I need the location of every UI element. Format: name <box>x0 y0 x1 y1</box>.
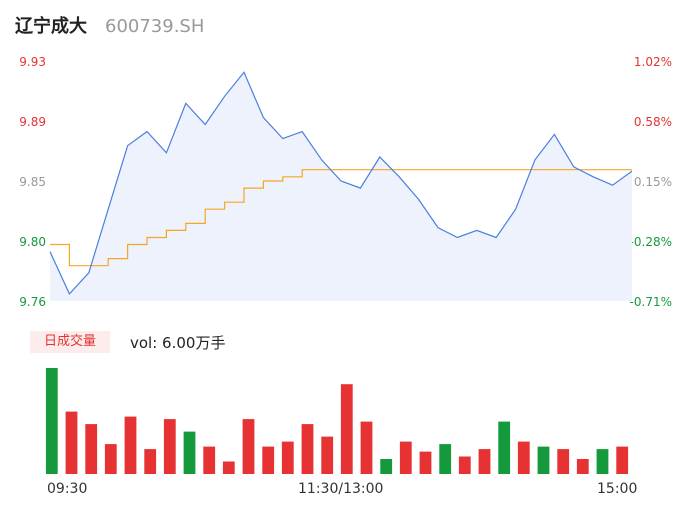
volume-bar <box>458 456 471 474</box>
price-tick: 9.76 <box>19 295 46 309</box>
time-tick-close: 15:00 <box>597 481 638 497</box>
volume-bar <box>478 449 491 474</box>
volume-bar <box>557 449 570 474</box>
time-tick-midday: 11:30/13:00 <box>298 481 384 497</box>
volume-bar <box>124 416 137 474</box>
volume-bar <box>498 421 511 474</box>
stock-code: 600739.SH <box>105 16 205 37</box>
volume-bar <box>163 419 176 474</box>
volume-bar <box>321 436 334 474</box>
volume-bar <box>537 446 550 474</box>
volume-bar <box>222 461 235 474</box>
volume-bar <box>340 384 353 474</box>
volume-bar <box>419 451 432 474</box>
price-tick: 9.85 <box>19 175 46 189</box>
volume-bar <box>576 459 589 474</box>
stock-name: 辽宁成大 <box>15 16 87 37</box>
volume-bar <box>380 459 393 474</box>
price-area <box>50 72 632 301</box>
volume-bar <box>183 431 196 474</box>
price-tick: 9.93 <box>19 55 46 69</box>
volume-bar <box>45 368 58 474</box>
pct-tick: -0.71% <box>629 295 672 309</box>
volume-bar <box>360 421 373 474</box>
volume-label: vol: 6.00万手 <box>130 334 226 352</box>
volume-bar <box>85 424 98 474</box>
price-line <box>49 71 633 295</box>
volume-bar <box>399 441 412 474</box>
stock-header: 辽宁成大 600739.SH <box>15 12 204 40</box>
price-tick: 9.89 <box>19 115 46 129</box>
volume-bar <box>144 449 157 474</box>
volume-bar <box>281 441 294 474</box>
pct-tick: 0.58% <box>633 115 672 129</box>
volume-bar <box>517 441 530 474</box>
volume-bar <box>262 446 275 474</box>
time-tick-open: 09:30 <box>47 481 88 497</box>
avg-price-line <box>50 169 632 267</box>
volume-bar <box>596 449 609 474</box>
volume-badge: 日成交量 <box>30 331 110 353</box>
pct-tick: -0.28% <box>629 235 672 249</box>
volume-bar <box>439 444 452 474</box>
pct-tick: 0.15% <box>633 175 672 189</box>
volume-bar <box>301 424 314 474</box>
volume-bar <box>104 444 117 474</box>
volume-bar <box>203 446 216 474</box>
price-tick: 9.80 <box>19 235 46 249</box>
pct-tick: 1.02% <box>633 55 672 69</box>
volume-bar <box>65 411 78 474</box>
volume-bar <box>616 446 629 474</box>
volume-bar <box>242 419 255 474</box>
